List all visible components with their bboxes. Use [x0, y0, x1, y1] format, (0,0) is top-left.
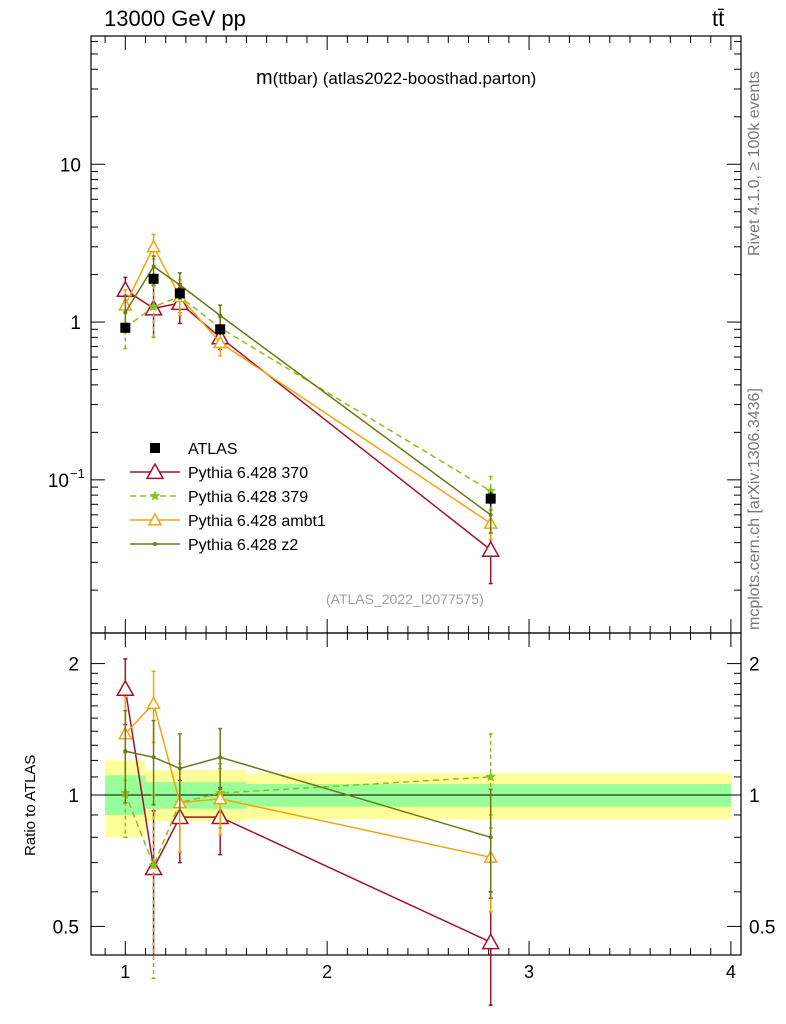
- main-z2-marker: [177, 282, 182, 287]
- legend-marker-ambt1: [147, 512, 163, 526]
- legend-marker-data: [150, 443, 160, 453]
- legend-marker-p379: [149, 490, 161, 501]
- ratio-y-tick-label-right: 0.5: [749, 917, 775, 938]
- ratio-p370-marker: [116, 679, 135, 697]
- ratio-ambt1-marker: [146, 695, 161, 710]
- data-point: [148, 273, 159, 284]
- legend-label-p370: Pythia 6.428 370: [188, 465, 308, 482]
- main-y-tick-label: 1: [70, 313, 81, 334]
- watermark: (ATLAS_2022_I2077575): [326, 591, 484, 607]
- main-z2-marker: [218, 313, 223, 318]
- chart-title-main: m: [256, 67, 273, 89]
- legend-label-p379: Pythia 6.428 379: [188, 489, 308, 506]
- ratio-ambt1-marker: [212, 791, 228, 805]
- x-tick-label: 1: [120, 962, 130, 982]
- ratio-p379-marker: [485, 771, 497, 782]
- x-tick-label: 4: [726, 962, 736, 982]
- main-z2-marker: [488, 512, 493, 517]
- ratio-p370-marker: [481, 932, 500, 950]
- ratio-y-tick-label: 1: [68, 786, 79, 807]
- rivet-version-label: Rivet 4.1.0, ≥ 100k events: [746, 71, 763, 256]
- mcplots-label: mcplots.cern.ch [arXiv:1306.3436]: [746, 388, 763, 630]
- header-right: tt̄: [712, 6, 725, 31]
- legend-label-ambt1: Pythia 6.428 ambt1: [188, 513, 326, 530]
- ratio-y-tick-label-right: 1: [749, 786, 760, 807]
- ratio-frame: [90, 632, 742, 956]
- main-ambt1-marker: [212, 335, 228, 349]
- ratio-y-tick-label: 0.5: [53, 917, 79, 938]
- ratio-z2-marker: [177, 766, 182, 771]
- main-p370-marker: [481, 540, 500, 558]
- ratio-z2-marker: [123, 749, 128, 754]
- chart-title-rest: (ttbar) (atlas2022-boosthad.parton): [272, 69, 537, 88]
- legend-marker-p370: [145, 462, 165, 480]
- x-tick-label: 3: [524, 962, 534, 982]
- main-p379-marker: [148, 301, 159, 312]
- legend-marker-z2: [153, 542, 157, 546]
- ratio-z2-marker: [151, 755, 156, 760]
- main-z2-marker: [151, 264, 156, 269]
- ratio-z2-marker: [218, 755, 223, 760]
- main-y-tick-label-exponent: −1: [70, 466, 85, 481]
- legend-label-data: ATLAS: [188, 441, 238, 458]
- main-z2-marker: [123, 310, 128, 315]
- main-p379-line: [124, 295, 492, 492]
- data-point: [215, 324, 226, 335]
- x-tick-label: 2: [322, 962, 332, 982]
- header-left: 13000 GeV pp: [104, 6, 246, 31]
- ratio-y-tick-label: 2: [68, 655, 79, 676]
- main-p370-line: [124, 289, 492, 551]
- data-point: [174, 288, 185, 299]
- main-y-tick-label: 10: [48, 471, 69, 492]
- legend-label-z2: Pythia 6.428 z2: [188, 537, 298, 554]
- ratio-p379-marker: [148, 859, 159, 870]
- ratio-ylabel: Ratio to ATLAS: [22, 754, 39, 856]
- ratio-z2-marker: [488, 835, 493, 840]
- chart-title: m(ttbar) (atlas2022-boosthad.parton): [256, 67, 536, 90]
- data-point: [485, 493, 496, 504]
- main-ambt1-marker: [146, 239, 161, 253]
- main-y-tick-label: 10: [60, 155, 81, 176]
- ratio-y-tick-label-right: 2: [749, 655, 760, 676]
- data-point: [120, 322, 131, 333]
